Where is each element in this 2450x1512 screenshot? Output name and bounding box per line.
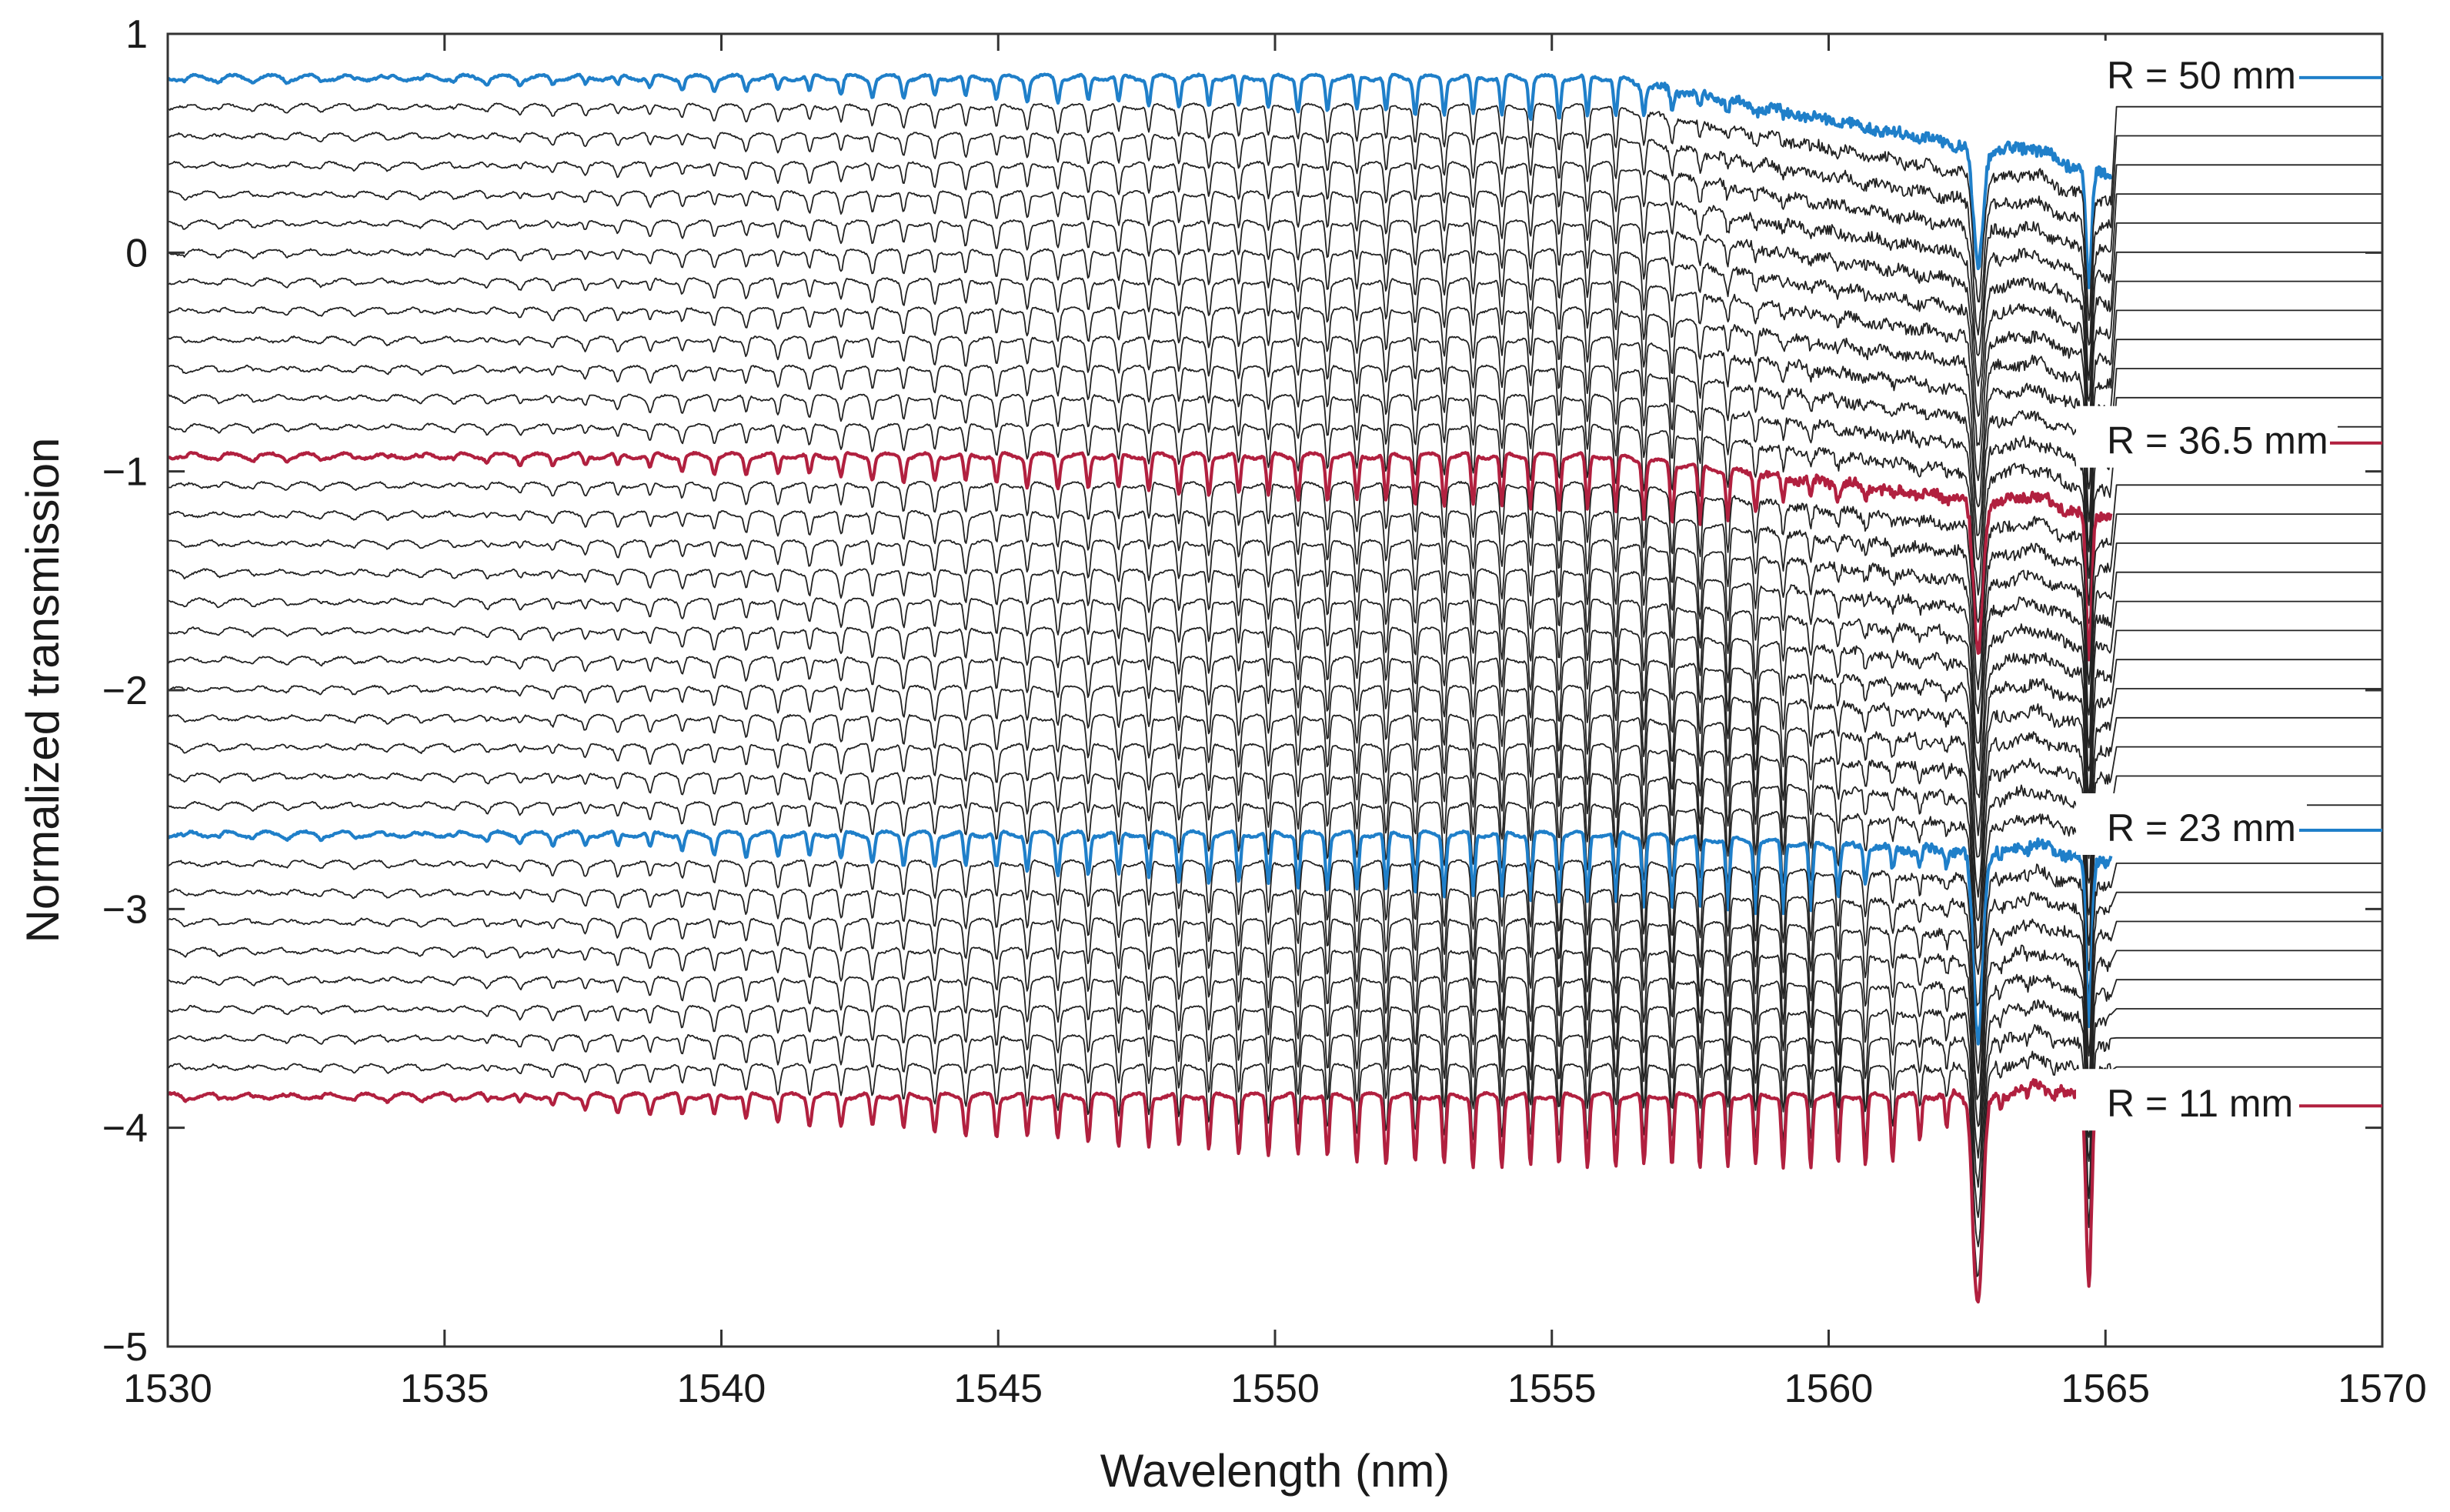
series-line (167, 102, 2382, 322)
series-line (167, 509, 2382, 716)
series-line (167, 772, 2382, 975)
annotation-layer: R = 50 mm R = 36.5 mm R = 23 mm R = 11 mm (2076, 40, 2382, 1131)
series-line (167, 393, 2382, 606)
x-tick-label: 1570 (2338, 1367, 2427, 1411)
series-line (167, 1050, 2382, 1277)
y-tick-label: −2 (102, 669, 148, 713)
series-line (167, 189, 2382, 402)
series-line (167, 160, 2382, 381)
series-line (167, 219, 2382, 437)
series-line-highlight (167, 1078, 2112, 1303)
series-line (167, 306, 2382, 522)
x-tick-label: 1565 (2061, 1367, 2150, 1411)
axes-layer: 1530 1535 1540 1545 1550 1555 1560 1565 1570 1 0 −1… (102, 12, 2427, 1411)
series-line (167, 917, 2382, 1127)
series-line (167, 655, 2382, 859)
y-axis-title: Normalized transmission (17, 438, 68, 943)
y-tick-label: −5 (102, 1325, 148, 1370)
x-tick-label: 1530 (123, 1367, 212, 1411)
x-tick-label: 1535 (400, 1367, 489, 1411)
series-line-highlight (167, 72, 2113, 289)
series-line (167, 1023, 2382, 1247)
series-line (167, 743, 2382, 950)
x-tick-label: 1540 (677, 1367, 766, 1411)
series-line (167, 248, 2382, 463)
series-line (167, 800, 2382, 1006)
series-line (168, 888, 2382, 1100)
series-line (167, 944, 2382, 1159)
series-line (167, 539, 2382, 749)
series-layer (167, 72, 2382, 1303)
annotation-label: R = 23 mm (2107, 806, 2296, 849)
series-line (167, 568, 2382, 772)
series-line (167, 480, 2382, 690)
series-line (167, 597, 2382, 801)
annotation-box (2076, 1069, 2307, 1131)
x-tick-label: 1555 (1507, 1367, 1597, 1411)
y-tick-label: −1 (102, 450, 148, 495)
annotation-box (2076, 793, 2307, 855)
y-tick-label: 0 (125, 231, 148, 275)
annotation-box (2076, 406, 2338, 468)
y-tick-label: −4 (102, 1106, 148, 1151)
y-tick-label: −3 (102, 887, 148, 932)
series-line (167, 859, 2382, 1074)
x-tick-label: 1545 (953, 1367, 1043, 1411)
x-axis-title: Wavelength (nm) (1100, 1445, 1450, 1497)
series-line-highlight (167, 829, 2113, 1046)
annotation-label: R = 50 mm (2107, 54, 2296, 97)
annotation-label: R = 11 mm (2107, 1082, 2293, 1125)
series-line (167, 684, 2382, 898)
series-line (167, 973, 2382, 1188)
series-line (167, 999, 2382, 1218)
series-line (167, 132, 2382, 346)
series-line (167, 364, 2382, 579)
series-line-highlight (167, 450, 2113, 662)
series-line (167, 277, 2382, 490)
annotation-label: R = 36.5 mm (2107, 419, 2328, 462)
series-line (167, 335, 2382, 552)
x-tick-label: 1560 (1784, 1367, 1874, 1411)
y-tick-label: 1 (125, 12, 148, 57)
series-line (168, 422, 2382, 624)
annotation-box (2076, 40, 2307, 102)
series-line (168, 713, 2382, 922)
series-line (167, 626, 2382, 836)
x-tick-label: 1550 (1230, 1367, 1320, 1411)
